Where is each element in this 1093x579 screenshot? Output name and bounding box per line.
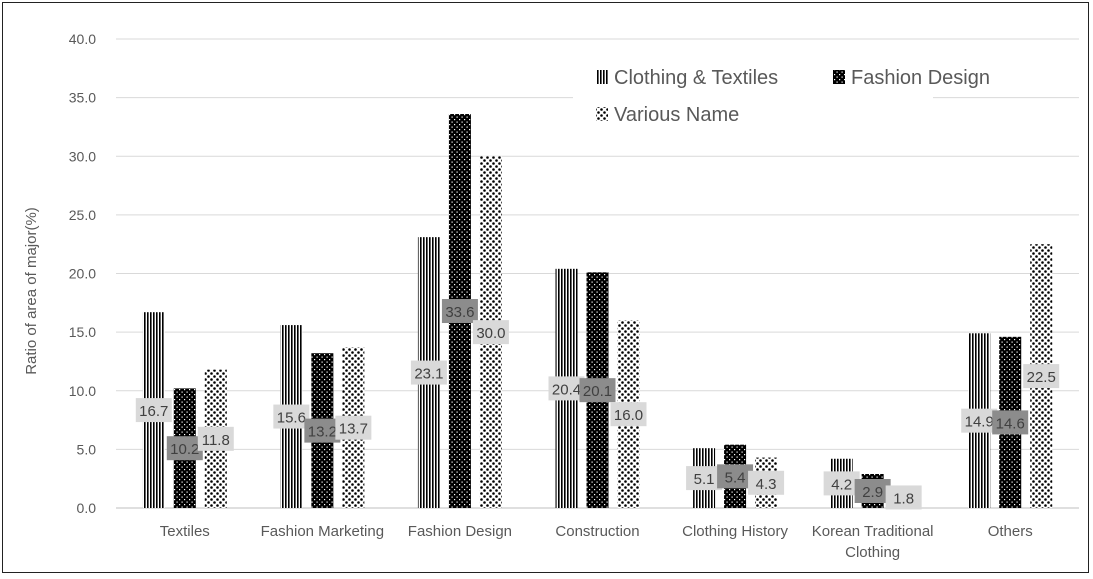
data-label-box — [579, 378, 616, 403]
legend-swatch-fashion-design — [833, 70, 845, 84]
x-tick-label: Clothing History — [682, 523, 788, 540]
y-axis-tick-labels: 0.0 5.0 10.0 15.0 20.0 25.0 30.0 35.0 40.0 — [69, 31, 96, 516]
data-label: 23.1 — [414, 366, 443, 383]
x-axis-tick-labels: Textiles Fashion Marketing Fashion Design C… — [160, 523, 1033, 561]
y-tick-label: 15.0 — [69, 324, 96, 340]
y-tick-label: 30.0 — [69, 148, 96, 164]
y-tick-label: 0.0 — [77, 500, 97, 516]
data-label: 5.4 — [725, 469, 746, 486]
y-axis-title: Ratio of area of major(%) — [23, 207, 40, 375]
legend-background — [573, 58, 933, 136]
data-label-box — [472, 320, 509, 345]
x-tick-label: Construction — [555, 523, 639, 540]
y-tick-label: 20.0 — [69, 266, 96, 282]
x-tick-label: Fashion Marketing — [261, 523, 384, 540]
data-label-box — [1023, 364, 1060, 389]
data-label-box — [717, 464, 754, 489]
data-label: 16.7 — [139, 403, 168, 420]
data-label-box — [885, 485, 922, 510]
data-label: 15.6 — [277, 410, 306, 427]
data-label-box — [441, 299, 478, 324]
y-tick-label: 5.0 — [77, 441, 97, 457]
data-label-box — [166, 436, 203, 461]
data-label: 20.1 — [583, 383, 612, 400]
data-label: 33.6 — [445, 304, 474, 321]
data-label: 22.5 — [1027, 369, 1056, 386]
data-label: 10.2 — [170, 441, 199, 458]
data-label: 1.8 — [893, 490, 914, 507]
data-label-box — [335, 415, 372, 440]
data-label-box — [197, 426, 234, 451]
y-tick-label: 10.0 — [69, 383, 96, 399]
data-label-box — [748, 470, 785, 495]
legend-label-clothing-textiles: Clothing & Textiles — [614, 67, 778, 89]
legend-swatch-various-name — [596, 107, 608, 121]
data-label-box — [135, 398, 172, 423]
data-label: 20.4 — [552, 381, 581, 398]
data-label: 5.1 — [694, 471, 715, 488]
data-label: 16.0 — [614, 407, 643, 424]
legend-label-fashion-design: Fashion Design — [851, 67, 990, 89]
x-tick-label: Clothing — [845, 544, 900, 561]
data-label-box — [410, 360, 447, 385]
x-tick-label: Korean Traditional — [812, 523, 934, 540]
data-label-box — [304, 418, 341, 443]
data-label: 4.3 — [756, 476, 777, 493]
data-label: 13.7 — [339, 421, 368, 438]
x-tick-label: Others — [988, 523, 1033, 540]
data-label: 14.6 — [996, 415, 1025, 432]
y-tick-label: 40.0 — [69, 31, 96, 47]
y-tick-label: 25.0 — [69, 207, 96, 223]
data-label-box — [610, 402, 647, 427]
data-label-box — [961, 408, 998, 433]
data-label: 4.2 — [831, 476, 852, 493]
data-label-box — [686, 466, 723, 491]
data-label: 2.9 — [862, 484, 883, 501]
data-label: 14.9 — [965, 414, 994, 431]
data-label: 11.8 — [202, 432, 230, 449]
legend: Clothing & Textiles Fashion Design Vario… — [573, 58, 990, 136]
data-label: 30.0 — [476, 325, 505, 342]
data-label-box — [273, 404, 310, 429]
legend-label-various-name: Various Name — [614, 104, 739, 126]
legend-swatch-clothing-textiles — [596, 70, 608, 84]
data-label-box — [854, 478, 891, 503]
data-label-box — [548, 376, 585, 401]
data-label-box — [823, 471, 860, 496]
data-label: 13.2 — [308, 424, 337, 441]
bar-chart: 0.05.010.015.020.025.030.035.040.0 16.71… — [23, 31, 1079, 561]
x-tick-label: Fashion Design — [408, 523, 512, 540]
data-label-box — [992, 410, 1029, 435]
y-tick-label: 35.0 — [69, 90, 96, 106]
data-labels: 16.7 10.211.8 15.613.2 13.7 23.1 33.630.0 20.4… — [135, 299, 1060, 510]
x-tick-label: Textiles — [160, 523, 210, 540]
